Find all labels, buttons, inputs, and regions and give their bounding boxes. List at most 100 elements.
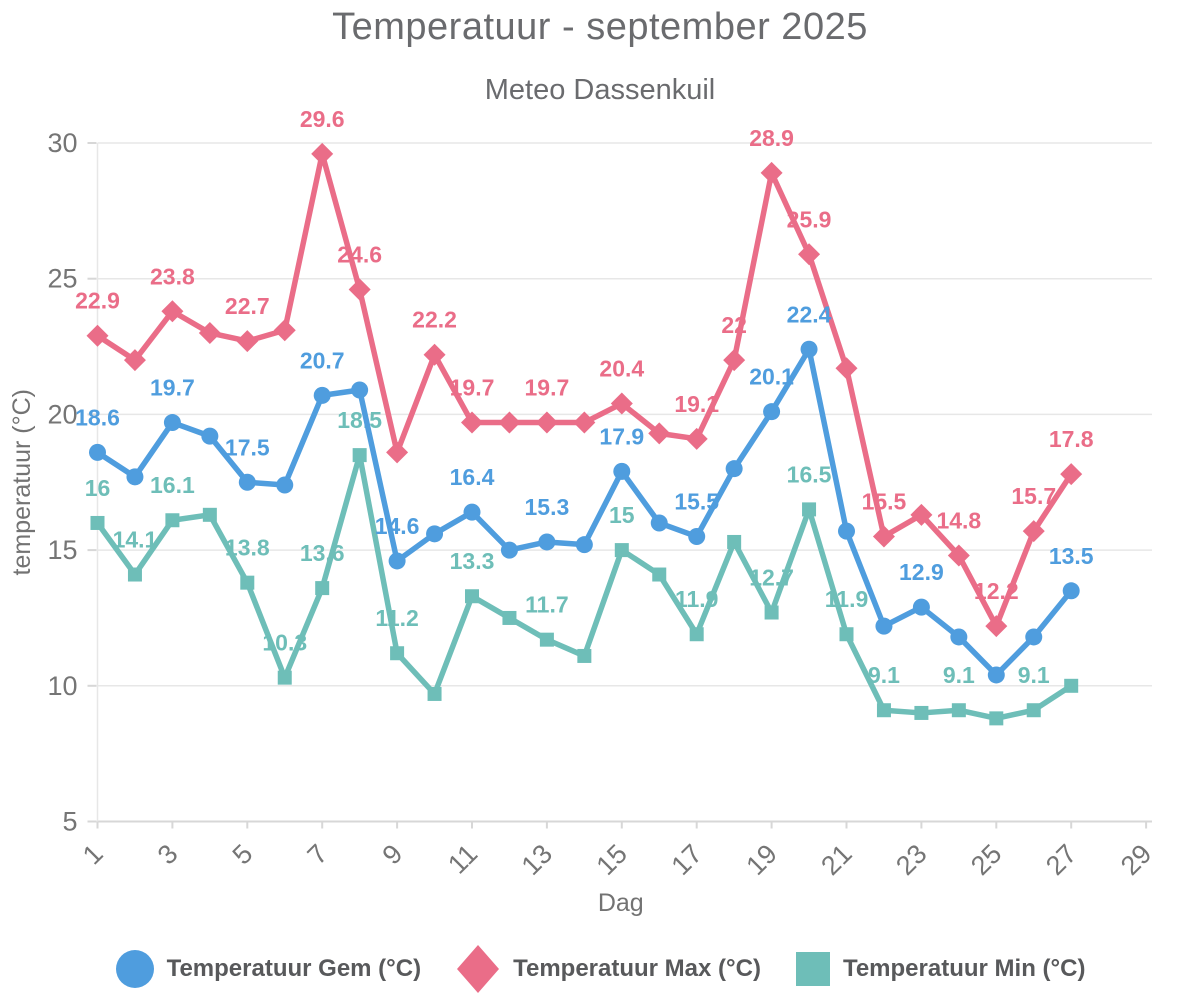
data-point-min-day-18[interactable] (727, 534, 742, 549)
data-point-max-day-22[interactable] (872, 525, 895, 548)
data-point-gem-day-1[interactable] (89, 443, 106, 461)
legend-item-max[interactable]: Temperatuur Max (°C) (455, 943, 761, 995)
data-point-gem-day-7[interactable] (313, 386, 331, 404)
data-point-gem-day-10[interactable] (426, 525, 444, 543)
data-point-gem-day-24[interactable] (950, 628, 968, 646)
legend-label-min: Temperatuur Min (°C) (842, 955, 1086, 982)
data-label-min-day-9: 11.2 (375, 605, 419, 631)
data-point-gem-day-20[interactable] (800, 340, 818, 358)
data-point-min-day-12[interactable] (502, 610, 517, 625)
data-point-max-day-7[interactable] (311, 142, 334, 165)
data-point-max-day-4[interactable] (198, 321, 221, 344)
data-point-max-day-25[interactable] (985, 615, 1008, 638)
data-point-min-day-20[interactable] (802, 502, 817, 517)
data-point-gem-day-22[interactable] (875, 617, 893, 635)
y-tick-label: 5 (62, 807, 77, 837)
data-point-min-day-3[interactable] (165, 513, 180, 528)
data-point-max-day-6[interactable] (273, 319, 296, 342)
data-point-min-day-13[interactable] (539, 632, 554, 647)
data-point-min-day-6[interactable] (277, 670, 292, 685)
data-point-min-day-2[interactable] (127, 567, 142, 582)
data-point-min-day-27[interactable] (1064, 678, 1079, 693)
data-point-min-day-4[interactable] (202, 507, 217, 522)
data-point-min-day-11[interactable] (465, 589, 479, 604)
data-point-gem-day-16[interactable] (650, 514, 668, 532)
data-point-gem-day-26[interactable] (1025, 628, 1043, 646)
data-point-gem-day-23[interactable] (912, 598, 930, 616)
legend-item-min[interactable]: Temperatuur Min (°C) (795, 948, 1085, 990)
data-point-max-day-19[interactable] (760, 161, 783, 184)
data-point-gem-day-13[interactable] (538, 533, 556, 551)
data-point-min-day-1[interactable] (90, 515, 105, 530)
data-point-max-day-18[interactable] (723, 349, 746, 372)
data-point-min-day-8[interactable] (352, 448, 367, 463)
data-point-min-day-9[interactable] (390, 646, 405, 661)
data-point-min-day-24[interactable] (951, 703, 966, 718)
data-point-max-day-27[interactable] (1060, 463, 1083, 486)
data-label-gem-day-3: 19.7 (150, 375, 195, 401)
data-point-min-day-21[interactable] (839, 627, 854, 642)
data-point-min-day-22[interactable] (876, 703, 891, 718)
data-point-max-day-8[interactable] (348, 278, 371, 301)
chart-subtitle: Meteo Dassenkuil (484, 74, 716, 106)
data-point-min-day-26[interactable] (1026, 703, 1041, 718)
data-point-max-day-5[interactable] (236, 330, 259, 353)
x-tick-label: 11 (442, 839, 483, 880)
data-point-max-day-23[interactable] (910, 503, 933, 526)
data-point-gem-day-8[interactable] (351, 381, 369, 399)
data-point-min-day-10[interactable] (427, 686, 442, 701)
data-point-gem-day-9[interactable] (388, 552, 406, 570)
x-tick-label: 19 (740, 839, 782, 881)
data-point-gem-day-3[interactable] (163, 414, 181, 432)
data-point-gem-day-19[interactable] (763, 403, 781, 421)
data-point-min-day-19[interactable] (764, 605, 779, 620)
data-point-gem-day-18[interactable] (725, 460, 743, 478)
x-tick-label: 13 (516, 839, 558, 881)
data-point-gem-day-17[interactable] (688, 528, 706, 546)
data-point-gem-day-4[interactable] (201, 427, 219, 445)
data-point-gem-day-15[interactable] (613, 462, 631, 480)
data-point-max-day-21[interactable] (835, 357, 858, 380)
x-tick-label: 23 (890, 839, 932, 881)
data-point-gem-day-6[interactable] (276, 476, 294, 494)
data-point-gem-day-2[interactable] (126, 468, 144, 486)
data-point-max-day-24[interactable] (947, 544, 970, 567)
data-point-min-day-16[interactable] (652, 567, 667, 582)
data-point-max-day-20[interactable] (798, 243, 821, 266)
data-point-min-day-25[interactable] (989, 711, 1004, 726)
data-point-gem-day-25[interactable] (987, 666, 1005, 684)
data-point-max-day-16[interactable] (648, 422, 671, 445)
data-point-min-day-15[interactable] (614, 543, 629, 558)
legend-item-gem[interactable]: Temperatuur Gem (°C) (115, 947, 421, 991)
data-point-min-day-17[interactable] (689, 627, 704, 642)
data-point-max-day-17[interactable] (685, 427, 708, 450)
data-point-min-day-5[interactable] (240, 575, 255, 590)
data-point-gem-day-14[interactable] (575, 536, 593, 554)
x-tick-label: 1 (77, 839, 109, 871)
data-label-min-day-13: 11.7 (525, 592, 569, 618)
data-point-min-day-14[interactable] (577, 648, 592, 663)
x-tick-label: 15 (591, 839, 633, 881)
data-point-max-day-26[interactable] (1022, 520, 1045, 543)
data-point-min-day-7[interactable] (315, 581, 330, 596)
data-point-gem-day-27[interactable] (1062, 582, 1080, 600)
data-point-max-day-9[interactable] (386, 441, 409, 464)
data-point-gem-day-21[interactable] (838, 522, 855, 540)
data-point-max-day-12[interactable] (498, 411, 521, 434)
data-point-max-day-15[interactable] (610, 392, 633, 415)
data-point-max-day-2[interactable] (123, 349, 146, 372)
data-point-max-day-11[interactable] (461, 411, 483, 434)
y-axis-title: temperatuur (°C) (8, 389, 36, 575)
data-point-max-day-1[interactable] (86, 324, 109, 347)
data-label-gem-day-1: 18.6 (75, 404, 120, 430)
data-point-min-day-23[interactable] (914, 705, 929, 720)
data-point-max-day-14[interactable] (573, 411, 596, 434)
data-point-max-day-3[interactable] (161, 300, 184, 323)
data-point-gem-day-5[interactable] (238, 473, 256, 491)
y-tick-label: 20 (47, 399, 77, 429)
data-point-max-day-13[interactable] (535, 411, 558, 434)
data-point-gem-day-11[interactable] (463, 503, 481, 521)
data-point-max-day-10[interactable] (423, 343, 446, 366)
data-point-gem-day-12[interactable] (500, 541, 518, 559)
